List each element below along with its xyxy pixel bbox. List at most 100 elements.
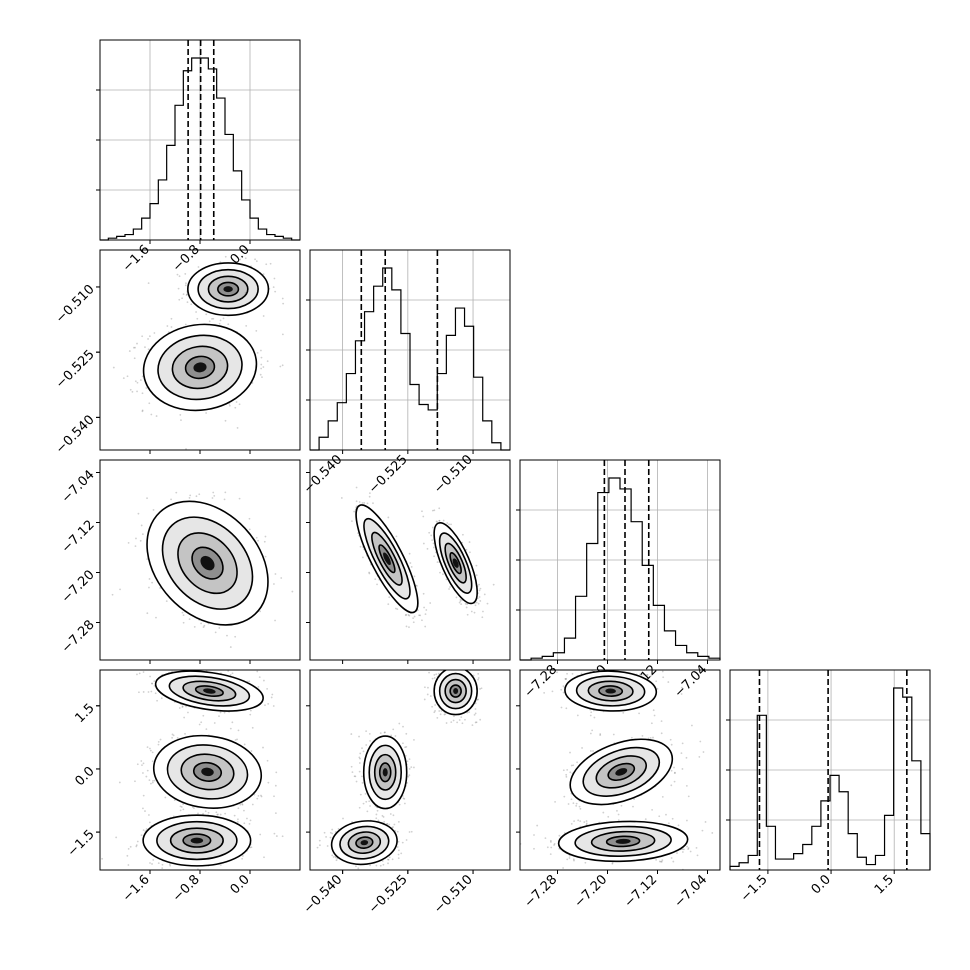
scatter-point bbox=[172, 734, 175, 737]
scatter-point bbox=[366, 502, 369, 505]
scatter-point bbox=[359, 545, 362, 548]
scatter-point bbox=[223, 711, 226, 714]
scatter-point bbox=[185, 294, 188, 296]
scatter-point bbox=[179, 809, 182, 812]
scatter-point bbox=[261, 376, 263, 379]
scatter-point bbox=[267, 781, 270, 784]
scatter-point bbox=[469, 551, 471, 554]
scatter-point bbox=[452, 719, 455, 722]
scatter-point bbox=[257, 539, 259, 542]
contour-line bbox=[217, 281, 240, 297]
scatter-point bbox=[184, 284, 187, 287]
scatter-point bbox=[281, 835, 284, 838]
scatter-point bbox=[142, 762, 145, 765]
scatter-point bbox=[239, 258, 242, 261]
scatter-point bbox=[392, 728, 395, 731]
scatter-point bbox=[379, 732, 382, 735]
contour-line bbox=[194, 685, 224, 697]
y-tick-label: −0.525 bbox=[53, 347, 98, 392]
scatter-point bbox=[244, 291, 247, 294]
scatter-point bbox=[408, 614, 411, 617]
scatter-point bbox=[182, 803, 185, 806]
scatter-point bbox=[427, 686, 429, 689]
scatter-point bbox=[136, 342, 138, 345]
scatter-point bbox=[179, 414, 182, 416]
scatter-point bbox=[243, 822, 246, 825]
scatter-point bbox=[207, 811, 210, 814]
scatter-point bbox=[145, 828, 148, 830]
scatter-point bbox=[151, 581, 154, 584]
scatter-point bbox=[163, 871, 165, 873]
scatter-point bbox=[198, 493, 201, 496]
scatter-point bbox=[275, 835, 278, 837]
scatter-point bbox=[229, 646, 232, 648]
scatter-point bbox=[227, 670, 230, 672]
scatter-point bbox=[422, 515, 425, 518]
scatter-point bbox=[419, 614, 422, 617]
scatter-point bbox=[459, 598, 462, 601]
scatter-point bbox=[486, 602, 489, 605]
scatter-point bbox=[429, 602, 432, 604]
scatter-point bbox=[457, 660, 459, 662]
scatter-point bbox=[460, 603, 463, 606]
scatter-point bbox=[281, 364, 284, 367]
scatter-point bbox=[387, 516, 390, 519]
scatter-point bbox=[398, 722, 401, 725]
scatter-point bbox=[153, 332, 156, 334]
scatter-point bbox=[281, 297, 284, 300]
scatter-point bbox=[279, 365, 282, 368]
panel-content bbox=[112, 255, 285, 450]
scatter-point bbox=[445, 722, 448, 724]
scatter-point bbox=[170, 326, 173, 328]
scatter-point bbox=[442, 519, 445, 522]
scatter-point bbox=[183, 716, 186, 719]
scatter-point bbox=[376, 583, 378, 586]
scatter-point bbox=[128, 350, 131, 352]
scatter-point bbox=[184, 273, 187, 275]
scatter-point bbox=[129, 845, 132, 848]
scatter-point bbox=[157, 743, 160, 746]
scatter-point bbox=[478, 596, 481, 598]
scatter-point bbox=[450, 721, 453, 724]
scatter-point bbox=[152, 779, 154, 782]
scatter-point bbox=[251, 726, 254, 729]
scatter-point bbox=[245, 324, 248, 327]
scatter-point bbox=[474, 702, 477, 705]
scatter-point bbox=[361, 502, 364, 504]
scatter-point bbox=[187, 711, 189, 714]
scatter-point bbox=[134, 346, 136, 349]
scatter-point bbox=[193, 807, 195, 810]
scatter-point bbox=[119, 588, 121, 591]
scatter-point bbox=[197, 812, 199, 815]
scatter-point bbox=[169, 864, 172, 867]
scatter-point bbox=[262, 366, 265, 368]
scatter-point bbox=[176, 273, 179, 276]
scatter-point bbox=[438, 519, 441, 522]
scatter-point bbox=[432, 542, 435, 545]
scatter-point bbox=[433, 555, 435, 558]
scatter-point bbox=[362, 556, 364, 559]
scatter-point bbox=[260, 795, 263, 798]
scatter-point bbox=[266, 759, 269, 762]
scatter-point bbox=[216, 668, 218, 670]
scatter-point bbox=[151, 682, 154, 685]
scatter-point bbox=[182, 614, 185, 617]
scatter-point bbox=[432, 546, 435, 549]
scatter-point bbox=[256, 670, 259, 673]
scatter-point bbox=[474, 712, 477, 715]
scatter-point bbox=[256, 351, 259, 354]
scatter-point bbox=[130, 665, 132, 667]
scatter-point bbox=[412, 617, 415, 620]
scatter-point bbox=[437, 672, 440, 675]
scatter-point bbox=[215, 870, 217, 872]
scatter-point bbox=[135, 845, 138, 848]
scatter-point bbox=[259, 373, 262, 376]
scatter-point bbox=[151, 863, 153, 865]
scatter-point bbox=[358, 501, 361, 503]
scatter-point bbox=[260, 363, 263, 366]
contour-line bbox=[207, 275, 249, 303]
scatter-point bbox=[448, 588, 450, 590]
scatter-point bbox=[163, 668, 165, 670]
scatter-point bbox=[131, 390, 134, 393]
x-tick-label: −0.525 bbox=[366, 452, 411, 497]
